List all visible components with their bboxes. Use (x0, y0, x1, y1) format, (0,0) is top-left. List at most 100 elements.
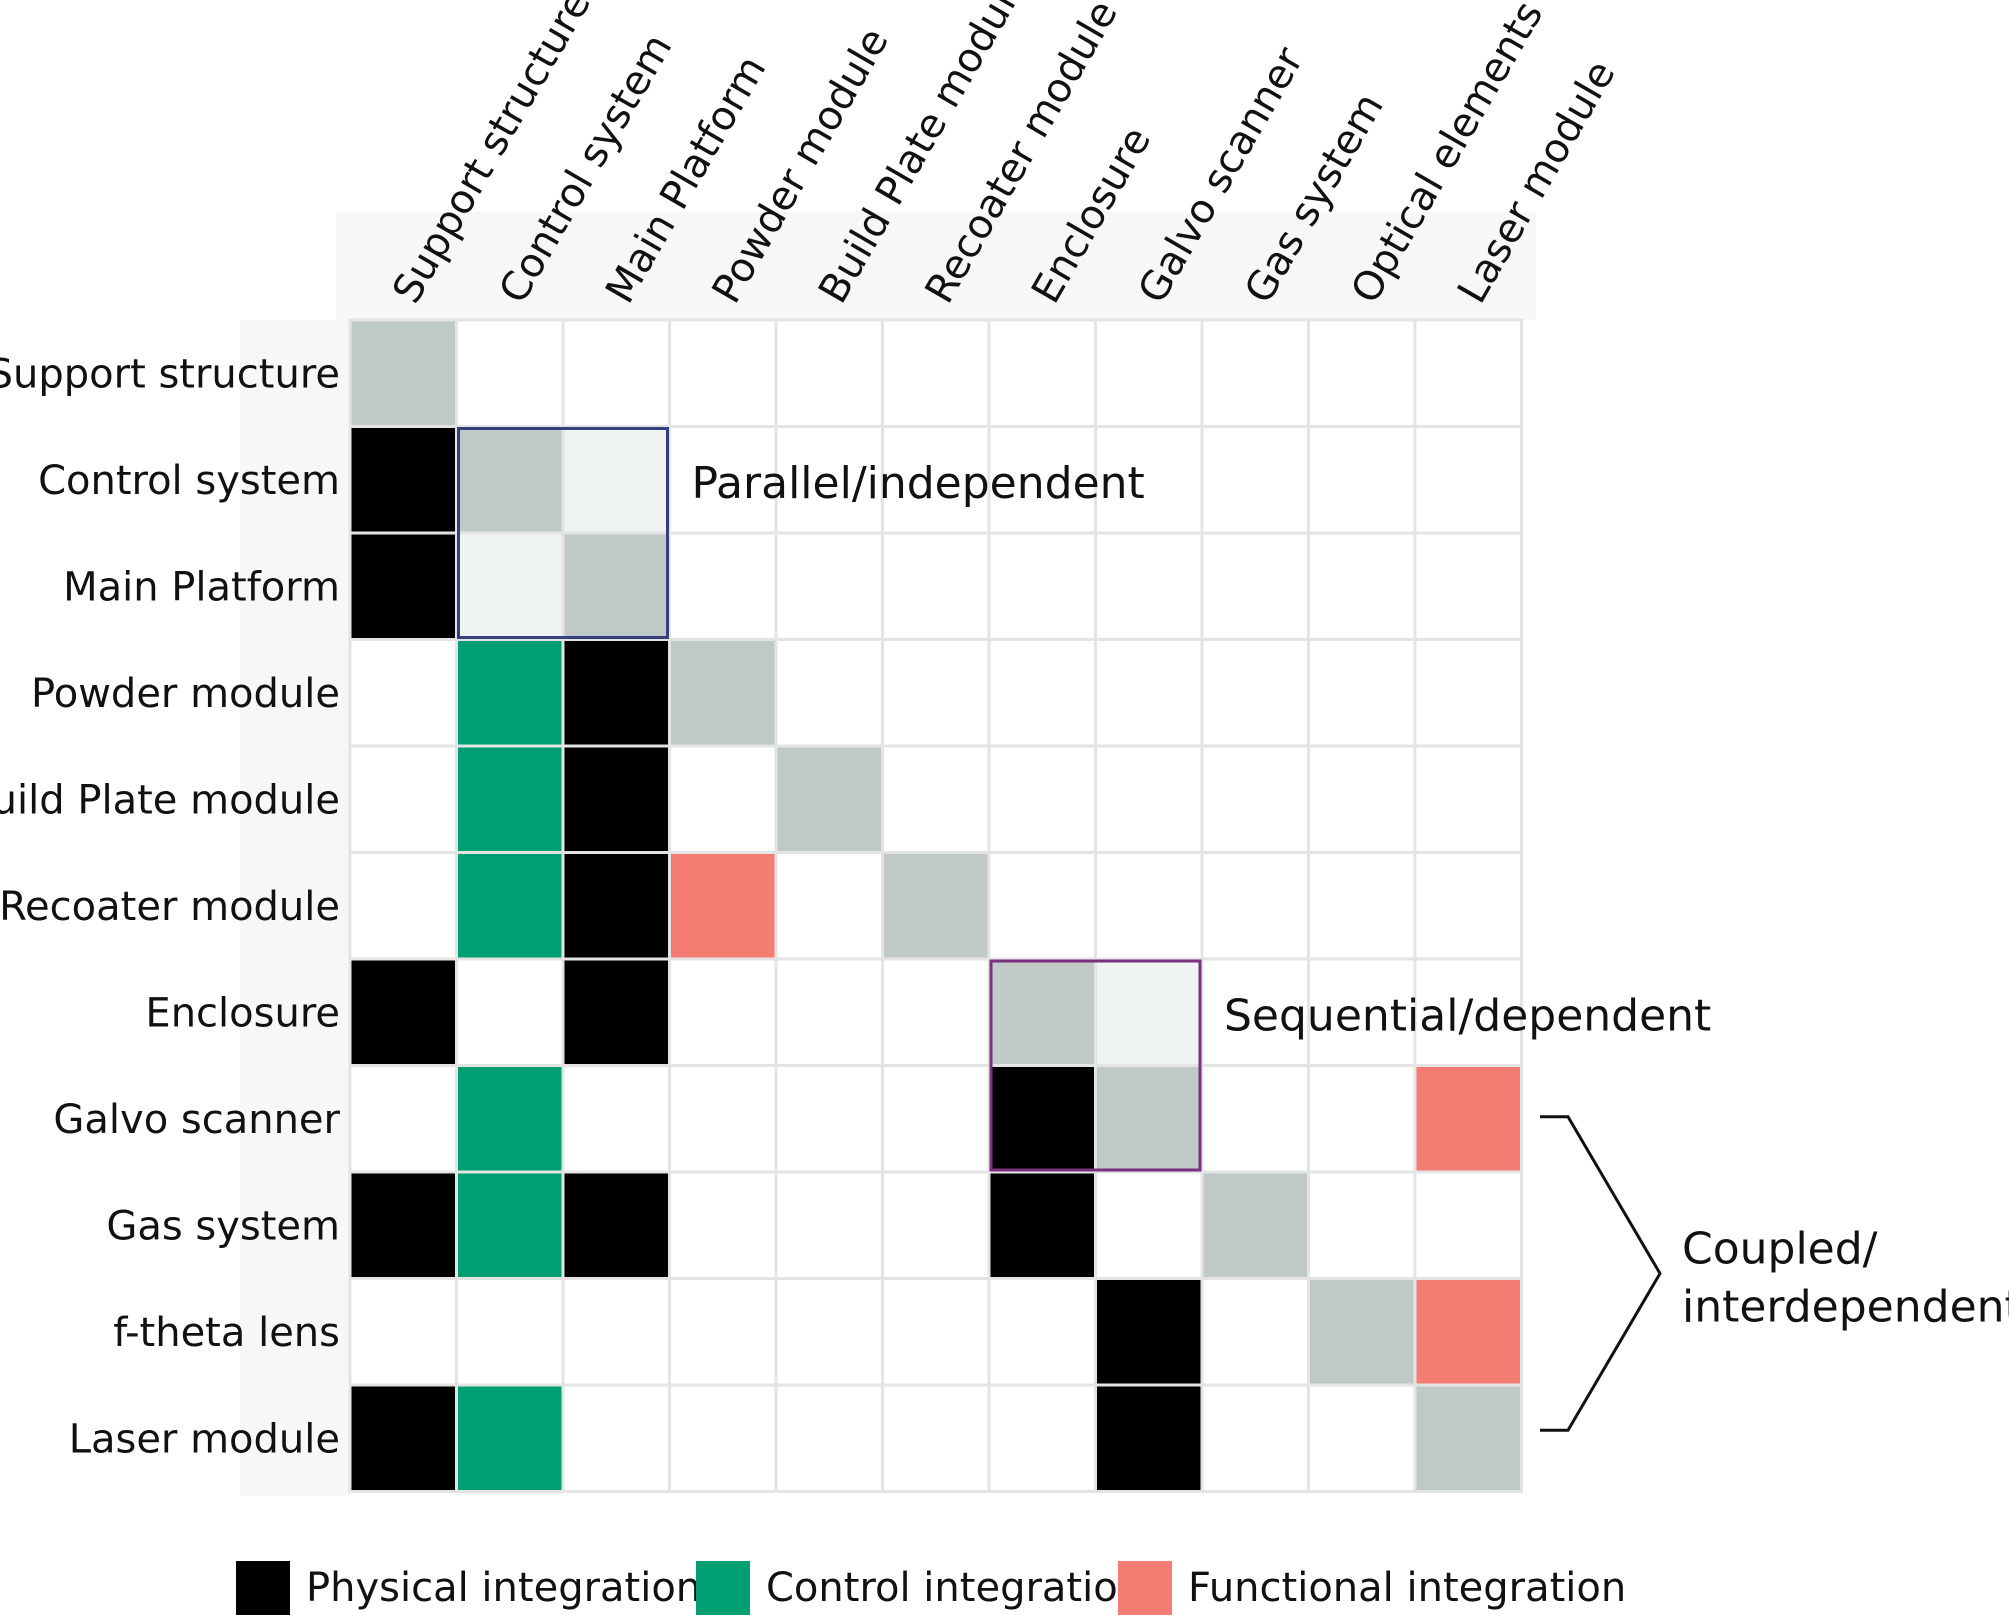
cell-empty (1417, 535, 1521, 639)
cell-control (458, 748, 562, 852)
cell-empty (1417, 322, 1521, 426)
cell-control (458, 1174, 562, 1278)
cell-empty (1417, 428, 1521, 532)
cell-empty (1310, 535, 1414, 639)
cell-empty (671, 1174, 775, 1278)
cell-empty (1417, 748, 1521, 852)
cell-empty (671, 1067, 775, 1171)
cell-empty (565, 322, 669, 426)
cell-light (565, 428, 669, 532)
cell-empty (991, 322, 1095, 426)
legend-label-functional: Functional integration (1188, 1565, 1626, 1611)
cell-control (458, 854, 562, 958)
cell-physical (565, 748, 669, 852)
cell-empty (1310, 428, 1414, 532)
cell-light (1097, 961, 1201, 1065)
legend-control: Control integration (696, 1560, 1143, 1616)
cell-diagonal (671, 641, 775, 745)
cell-empty (1310, 322, 1414, 426)
cell-empty (1310, 1067, 1414, 1171)
legend-label-physical: Physical integration (306, 1565, 701, 1611)
cell-empty (1417, 641, 1521, 745)
cell-empty (884, 1174, 988, 1278)
cell-physical (1097, 1280, 1201, 1384)
cell-empty (884, 641, 988, 745)
cell-empty (778, 1067, 882, 1171)
cell-empty (991, 1387, 1095, 1491)
cell-empty (565, 1280, 669, 1384)
cell-empty (1204, 1067, 1308, 1171)
cell-empty (671, 1387, 775, 1491)
cell-empty (778, 322, 882, 426)
cell-empty (884, 1387, 988, 1491)
cell-empty (1097, 535, 1201, 639)
coupled-label: Coupled/ (1682, 1224, 1878, 1275)
cell-empty (778, 1387, 882, 1491)
row-label: Build Plate module (0, 777, 340, 823)
cell-empty (1310, 854, 1414, 958)
cell-empty (671, 961, 775, 1065)
cell-empty (1204, 854, 1308, 958)
cell-physical (991, 1174, 1095, 1278)
cell-empty (1310, 641, 1414, 745)
parallel-label: Parallel/independent (692, 458, 1145, 509)
cell-physical (352, 1174, 456, 1278)
cell-empty (671, 1280, 775, 1384)
cell-empty (1310, 748, 1414, 852)
legend-label-control: Control integration (766, 1565, 1143, 1611)
coupled-label: interdependent (1682, 1282, 2009, 1333)
cell-diagonal (458, 428, 562, 532)
row-label: Control system (38, 458, 340, 504)
cell-empty (671, 535, 775, 639)
cell-diagonal (352, 322, 456, 426)
row-label: Powder module (31, 671, 340, 717)
cell-physical (991, 1067, 1095, 1171)
cell-diagonal (884, 854, 988, 958)
cell-empty (1310, 1174, 1414, 1278)
cell-functional (1417, 1067, 1521, 1171)
cell-empty (884, 1067, 988, 1171)
cell-empty (778, 535, 882, 639)
row-label: f-theta lens (113, 1310, 340, 1356)
cell-empty (778, 1280, 882, 1384)
cell-empty (991, 535, 1095, 639)
cell-physical (565, 854, 669, 958)
coupled-brace (1540, 1117, 1660, 1431)
cell-empty (352, 854, 456, 958)
row-label: Laser module (69, 1416, 340, 1462)
cell-empty (1204, 1387, 1308, 1491)
cell-empty (1417, 854, 1521, 958)
cell-empty (1204, 641, 1308, 745)
cell-empty (565, 1067, 669, 1171)
cell-diagonal (1417, 1387, 1521, 1491)
cell-empty (458, 322, 562, 426)
cell-empty (1204, 1280, 1308, 1384)
cell-empty (884, 322, 988, 426)
cell-physical (352, 535, 456, 639)
legend-swatch-physical (236, 1561, 290, 1615)
cell-empty (991, 748, 1095, 852)
cell-empty (884, 748, 988, 852)
cell-physical (565, 961, 669, 1065)
cell-empty (352, 1280, 456, 1384)
cell-empty (352, 1067, 456, 1171)
cell-physical (565, 1174, 669, 1278)
cell-empty (1417, 1174, 1521, 1278)
cell-physical (352, 1387, 456, 1491)
row-label: Support structure (0, 351, 340, 397)
cell-empty (778, 1174, 882, 1278)
legend-functional: Functional integration (1118, 1560, 1626, 1616)
cell-empty (1310, 1387, 1414, 1491)
cell-empty (458, 1280, 562, 1384)
cell-diagonal (1097, 1067, 1201, 1171)
row-label: Enclosure (145, 990, 340, 1036)
legend-physical: Physical integration (236, 1560, 701, 1616)
cell-diagonal (991, 961, 1095, 1065)
cell-empty (1097, 322, 1201, 426)
cell-physical (565, 641, 669, 745)
cell-diagonal (778, 748, 882, 852)
cell-physical (352, 961, 456, 1065)
cell-empty (884, 1280, 988, 1384)
cell-empty (352, 641, 456, 745)
